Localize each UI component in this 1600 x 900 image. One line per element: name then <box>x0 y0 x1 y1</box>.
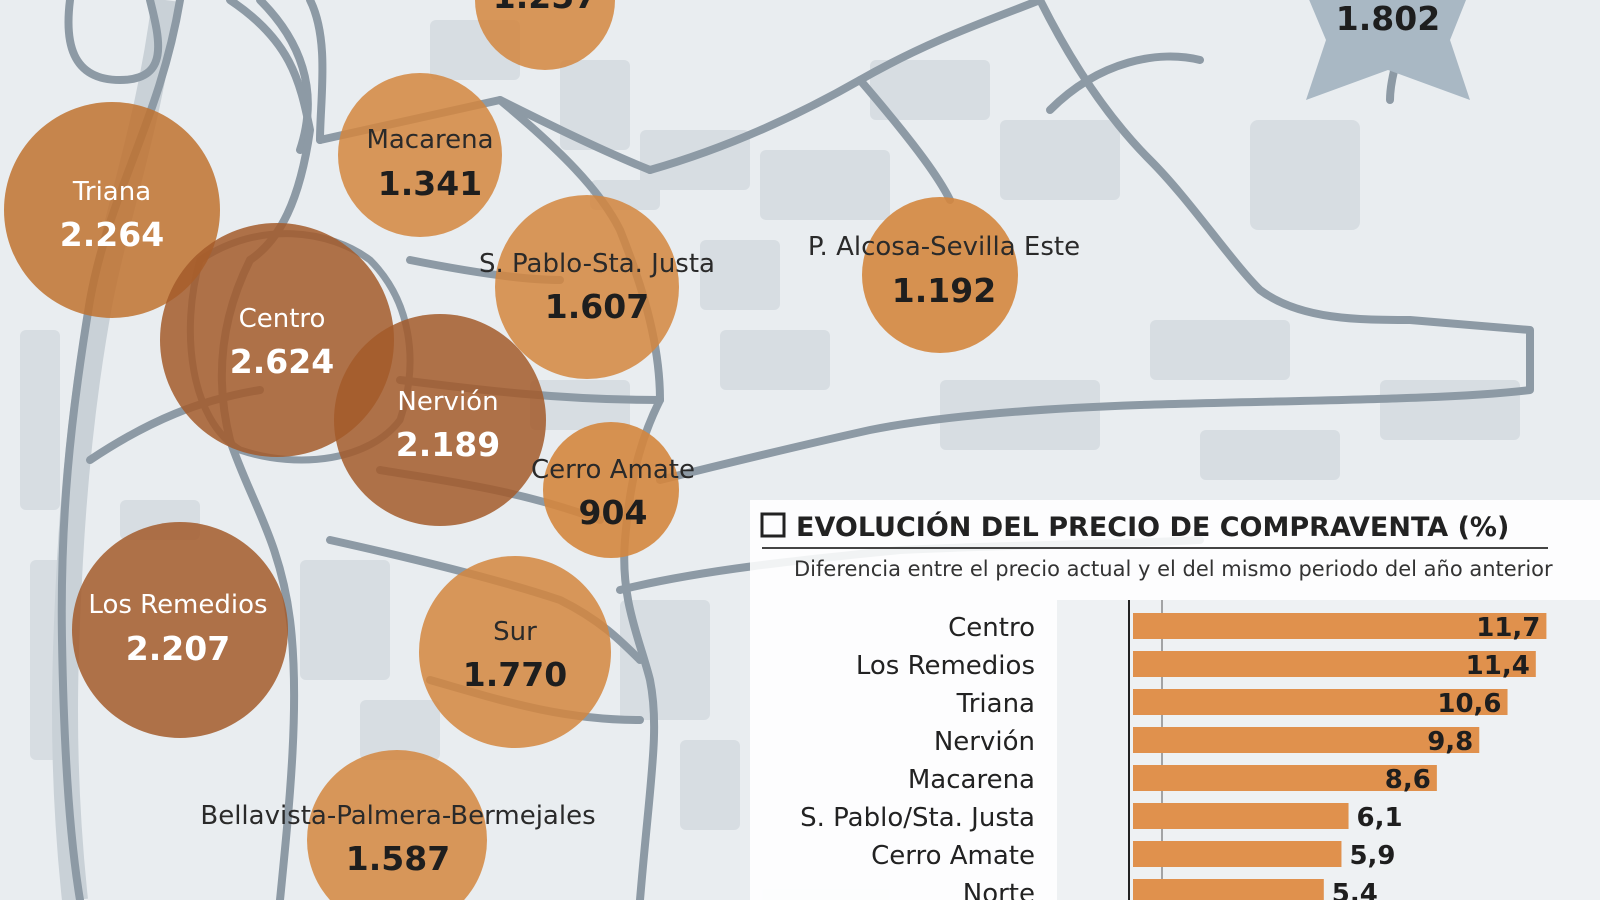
bar-value-label: 5,9 <box>1349 841 1395 871</box>
bar-value-label: 9,8 <box>1427 727 1473 757</box>
circle-norte-top <box>475 0 615 70</box>
bar-4 <box>1133 765 1437 791</box>
bar-category-label: Nervión <box>934 727 1035 757</box>
badge-value: 1.802 <box>1336 0 1440 38</box>
value-nervion: 2.189 <box>396 425 500 464</box>
urban-blocks <box>20 20 1520 830</box>
name-centro: Centro <box>239 304 326 334</box>
value-norte-top: 1.257 <box>493 0 597 16</box>
bar-value-label: 11,7 <box>1476 613 1540 643</box>
value-centro: 2.624 <box>230 342 334 381</box>
bar-category-label: Centro <box>948 613 1035 643</box>
bar-category-label: S. Pablo/Sta. Justa <box>800 803 1035 833</box>
bar-6 <box>1133 841 1342 867</box>
district-circles <box>4 0 1018 900</box>
bar-value-label: 11,4 <box>1466 651 1530 681</box>
bar-1 <box>1133 651 1536 677</box>
name-bellavista: Bellavista-Palmera-Bermejales <box>200 801 595 831</box>
value-los-remedios: 2.207 <box>126 629 230 668</box>
chart-subtitle: Diferencia entre el precio actual y el d… <box>794 557 1553 581</box>
bar-2 <box>1133 689 1508 715</box>
bar-0 <box>1133 613 1547 639</box>
value-san-pablo: 1.607 <box>545 287 649 326</box>
name-sur: Sur <box>493 617 537 647</box>
name-alcosa: P. Alcosa-Sevilla Este <box>808 232 1080 262</box>
circle-los-remedios <box>72 522 288 738</box>
bar-category-label: Los Remedios <box>856 651 1035 681</box>
price-badge: 1.802 <box>1306 0 1470 100</box>
circle-nervion <box>334 314 546 526</box>
chart-title: EVOLUCIÓN DEL PRECIO DE COMPRAVENTA (%) <box>796 511 1509 543</box>
bar-value-label: 6,1 <box>1357 803 1403 833</box>
bar-value-label: 8,6 <box>1385 765 1431 795</box>
name-triana: Triana <box>72 177 151 207</box>
badge-star-icon <box>1306 0 1470 100</box>
bar-category-label: Triana <box>956 689 1035 719</box>
price-evolution-chart: EVOLUCIÓN DEL PRECIO DE COMPRAVENTA (%) … <box>750 500 1600 900</box>
circle-sur <box>419 556 611 748</box>
value-bellavista: 1.587 <box>346 839 450 878</box>
circle-bellavista <box>307 750 487 900</box>
bar-5 <box>1133 803 1349 829</box>
value-sur: 1.770 <box>463 655 567 694</box>
value-cerro-amate: 904 <box>579 493 648 532</box>
district-labels: 1.257 Macarena 1.341 Triana 2.264 Centro… <box>60 0 1080 878</box>
circle-san-pablo <box>495 195 679 379</box>
bar-value-label: 10,6 <box>1437 689 1501 719</box>
circle-macarena <box>338 73 502 237</box>
name-cerro-amate: Cerro Amate <box>531 455 695 485</box>
circle-alcosa <box>862 197 1018 353</box>
name-san-pablo: S. Pablo-Sta. Justa <box>479 249 715 279</box>
bar-category-label: Norte <box>963 879 1035 900</box>
bar-value-label: 5,4 <box>1332 879 1378 900</box>
circle-triana <box>4 102 220 318</box>
value-macarena: 1.341 <box>378 164 482 203</box>
bar-category-label: Cerro Amate <box>871 841 1035 871</box>
bar-group: Centro 11,7 Los Remedios 11,4 Triana 10,6 Nerv… <box>800 613 1547 900</box>
bar-3 <box>1133 727 1480 753</box>
value-alcosa: 1.192 <box>892 271 996 310</box>
name-macarena: Macarena <box>366 125 493 155</box>
name-nervion: Nervión <box>397 387 498 417</box>
name-los-remedios: Los Remedios <box>88 590 267 620</box>
title-square-icon <box>760 512 786 538</box>
bar-7 <box>1133 879 1324 900</box>
bar-category-label: Macarena <box>908 765 1035 795</box>
circle-cerro-amate <box>543 422 679 558</box>
value-triana: 2.264 <box>60 215 164 254</box>
circle-centro <box>160 223 394 457</box>
